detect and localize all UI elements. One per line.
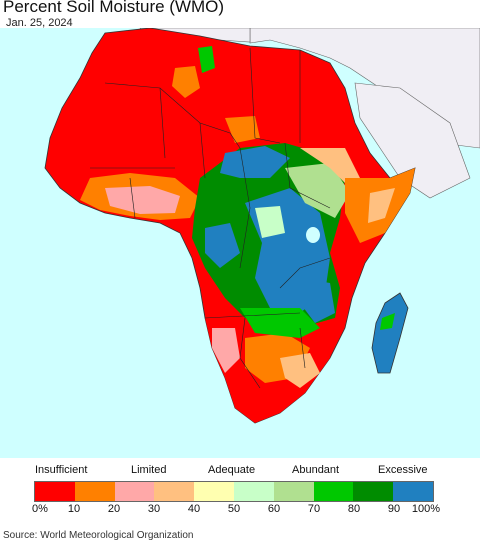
legend-swatch-6 bbox=[273, 482, 314, 501]
east-africa-abundant bbox=[285, 163, 350, 218]
south-africa-limited bbox=[280, 353, 320, 388]
legend-swatch-7 bbox=[313, 482, 354, 501]
legend-tick-9: 90 bbox=[387, 503, 401, 515]
legend-tick-2: 20 bbox=[107, 503, 121, 515]
legend-tick-7: 70 bbox=[307, 503, 321, 515]
legend-tick-1: 10 bbox=[67, 503, 81, 515]
somalia-limited bbox=[368, 188, 395, 223]
madagascar bbox=[371, 292, 409, 374]
legend-swatch-2 bbox=[114, 482, 155, 501]
legend-swatch-4 bbox=[194, 482, 234, 501]
legend-tick-10: 100% bbox=[411, 503, 441, 515]
legend-swatch-3 bbox=[154, 482, 195, 501]
africa-map-graphic bbox=[0, 28, 480, 458]
arabian-peninsula bbox=[354, 82, 471, 199]
legend-tick-6: 60 bbox=[267, 503, 281, 515]
central-adequate bbox=[255, 206, 285, 238]
map-date: Jan. 25, 2024 bbox=[6, 17, 73, 29]
legend-tick-3: 30 bbox=[147, 503, 161, 515]
soil-moisture-map bbox=[0, 28, 480, 458]
source-credit: Source: World Meteorological Organizatio… bbox=[3, 530, 194, 541]
sahara-patch-2 bbox=[198, 46, 215, 73]
legend-category-labels: Insufficient Limited Adequate Abundant E… bbox=[0, 464, 480, 478]
legend-tick-4: 40 bbox=[187, 503, 201, 515]
legend-swatch-1 bbox=[74, 482, 115, 501]
legend-swatch-9 bbox=[393, 482, 433, 501]
legend-swatch-0 bbox=[35, 482, 75, 501]
madagascar-green bbox=[380, 313, 395, 330]
legend-tick-0: 0% bbox=[32, 503, 48, 515]
legend-abundant: Abundant bbox=[292, 464, 340, 476]
legend-tick-labels: 0% 10 20 30 40 50 60 70 80 90 100% bbox=[0, 503, 480, 517]
lake-victoria bbox=[306, 227, 320, 243]
legend-swatch-8 bbox=[353, 482, 394, 501]
legend-adequate: Adequate bbox=[208, 464, 256, 476]
legend-color-bar bbox=[34, 481, 434, 502]
sahara-patch-1 bbox=[172, 66, 200, 98]
country-borders bbox=[90, 47, 331, 389]
sudan-excessive bbox=[220, 146, 290, 178]
namibia-coast bbox=[212, 328, 240, 373]
legend-tick-8: 80 bbox=[347, 503, 361, 515]
legend-limited: Limited bbox=[131, 464, 167, 476]
legend-insufficient: Insufficient bbox=[35, 464, 88, 476]
sahara-patch-3 bbox=[225, 116, 260, 143]
page-title: Percent Soil Moisture (WMO) bbox=[3, 0, 225, 16]
gabon-excessive bbox=[205, 223, 240, 268]
legend-swatch-5 bbox=[233, 482, 274, 501]
legend-excessive: Excessive bbox=[378, 464, 428, 476]
west-africa-limited bbox=[105, 186, 180, 214]
legend-tick-5: 50 bbox=[227, 503, 241, 515]
zambia-wet bbox=[240, 308, 320, 338]
tanzania-excessive bbox=[300, 278, 335, 323]
